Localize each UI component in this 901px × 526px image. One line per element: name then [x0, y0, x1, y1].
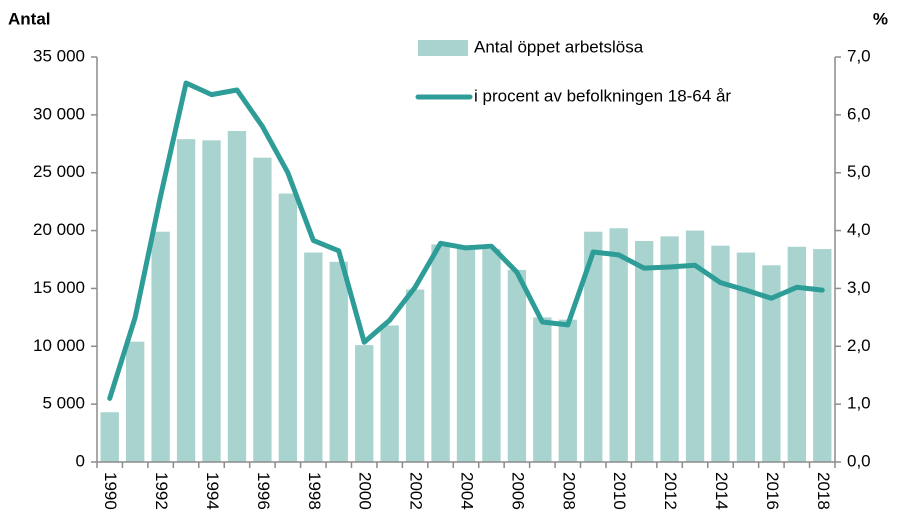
legend-swatch: [418, 40, 468, 56]
bar: [507, 269, 527, 462]
bar: [431, 244, 450, 462]
x-tick-label: 1994: [203, 472, 222, 510]
bar: [304, 252, 323, 462]
bar: [762, 265, 781, 462]
bar: [278, 193, 298, 463]
y2-tick-label: 0,0: [847, 451, 871, 470]
y-axis-title: Antal: [8, 9, 51, 28]
bar: [151, 231, 170, 462]
bar: [634, 240, 654, 462]
bar: [736, 252, 756, 462]
x-tick-label: 2000: [356, 472, 375, 510]
x-tick-label: 1992: [152, 472, 171, 510]
x-tick-label: 2002: [407, 472, 426, 510]
x-tick-label: 2014: [712, 472, 731, 510]
bar: [533, 317, 552, 462]
x-tick-label: 2008: [559, 472, 578, 510]
legend-label: i procent av befolkningen 18-64 år: [474, 86, 731, 105]
x-tick-label: 2010: [610, 472, 629, 510]
bar: [380, 325, 399, 462]
x-tick-label: 1998: [305, 472, 324, 510]
y-tick-label: 15 000: [33, 278, 85, 297]
y-tick-label: 35 000: [33, 46, 85, 65]
x-tick-label: 1996: [254, 472, 273, 510]
bar: [227, 131, 247, 463]
y-tick-label: 10 000: [33, 336, 85, 355]
bar: [202, 140, 221, 463]
bar: [126, 341, 145, 462]
bar: [813, 249, 832, 462]
y-tick-label: 30 000: [33, 104, 85, 123]
y2-tick-label: 4,0: [847, 220, 871, 239]
y-tick-label: 25 000: [33, 162, 85, 181]
bar: [660, 236, 679, 462]
bar: [482, 249, 501, 462]
y-tick-label: 20 000: [33, 220, 85, 239]
x-tick-label: 2006: [508, 472, 527, 510]
bar: [584, 231, 603, 462]
bar: [176, 139, 196, 462]
legend-label: Antal öppet arbetslösa: [474, 37, 644, 56]
x-tick-label: 2004: [458, 472, 477, 510]
y-tick-label: 0: [76, 451, 85, 470]
bar: [329, 261, 348, 462]
bar: [558, 319, 577, 462]
y2-axis-title: %: [873, 9, 888, 28]
bar: [405, 289, 425, 462]
y2-tick-label: 6,0: [847, 104, 871, 123]
bar: [100, 412, 119, 462]
bar: [609, 228, 628, 462]
y2-tick-label: 1,0: [847, 394, 871, 413]
x-tick-label: 2018: [814, 472, 833, 510]
x-tick-label: 2012: [661, 472, 680, 510]
bar: [685, 230, 705, 462]
y-tick-label: 5 000: [42, 394, 85, 413]
bar: [456, 245, 476, 462]
line: [107, 80, 825, 401]
y2-tick-label: 3,0: [847, 278, 871, 297]
bar: [711, 245, 730, 462]
bar: [787, 246, 806, 462]
y2-tick-label: 2,0: [847, 336, 871, 355]
x-tick-label: 1990: [101, 472, 120, 510]
bar: [253, 157, 272, 462]
bar: [355, 345, 374, 462]
x-tick-label: 2016: [763, 472, 782, 510]
y2-tick-label: 7,0: [847, 46, 871, 65]
y2-tick-label: 5,0: [847, 162, 871, 181]
